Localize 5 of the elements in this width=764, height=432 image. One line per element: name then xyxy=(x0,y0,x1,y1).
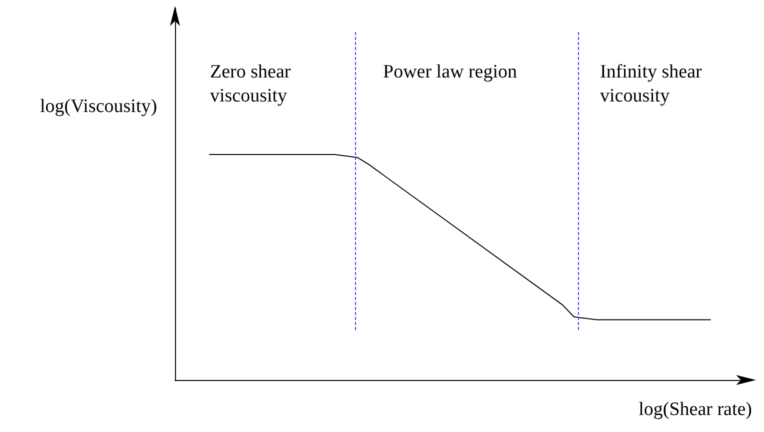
x-axis-title: log(Shear rate) xyxy=(638,399,752,420)
text: Zero shear viscousity xyxy=(210,62,296,106)
y-axis-title: log(Viscousity) xyxy=(40,96,158,117)
text: Power law region xyxy=(383,62,518,82)
text: Infinity shear vicousity xyxy=(600,62,707,106)
